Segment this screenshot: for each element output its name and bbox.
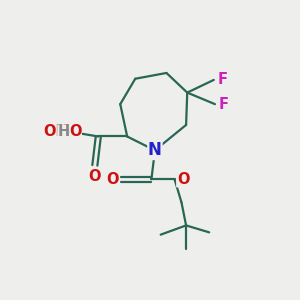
- Text: N: N: [148, 141, 162, 159]
- Text: O: O: [106, 172, 119, 187]
- Text: O: O: [177, 172, 189, 187]
- Text: F: F: [218, 97, 228, 112]
- Text: OH: OH: [44, 124, 68, 140]
- Text: O: O: [69, 124, 82, 140]
- Text: O: O: [88, 169, 101, 184]
- Text: F: F: [217, 72, 227, 87]
- Text: H: H: [57, 124, 69, 140]
